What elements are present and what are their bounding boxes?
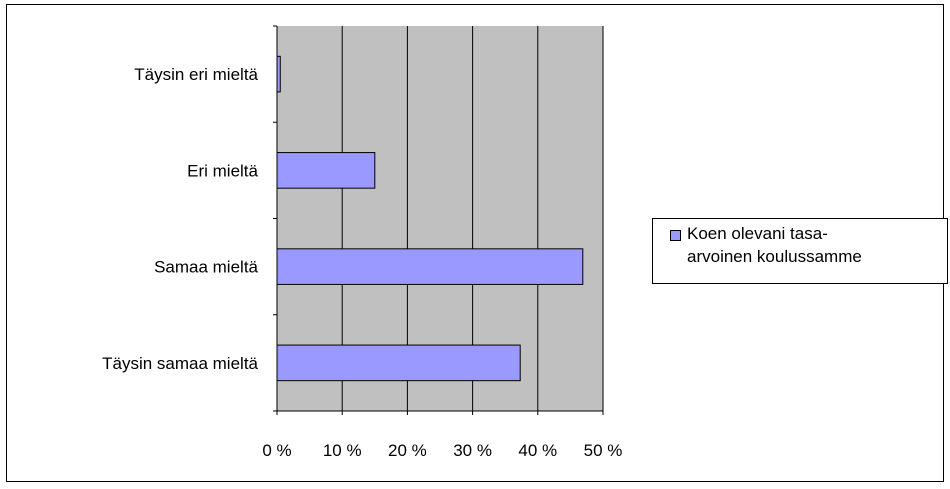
x-tick-label: 30 % [453, 441, 492, 460]
category-labels: Täysin eri mieltä Eri mieltä Samaa mieltä T… [102, 65, 258, 373]
bar [277, 153, 375, 189]
category-label: Samaa mieltä [154, 258, 258, 277]
bar [277, 249, 583, 285]
category-label: Täysin samaa mieltä [102, 354, 258, 373]
x-tick-labels: 0 % 10 % 20 % 30 % 40 % 50 % [262, 441, 622, 460]
x-tick-label: 20 % [388, 441, 427, 460]
legend-swatch [670, 230, 681, 241]
legend-line-1: Koen olevani tasa- [687, 222, 947, 245]
legend-line-2: arvoinen koulussamme [687, 245, 947, 268]
x-tick-label: 50 % [584, 441, 623, 460]
category-label: Eri mieltä [187, 161, 258, 180]
category-label: Täysin eri mieltä [134, 65, 258, 84]
bar [277, 345, 520, 381]
x-tick-label: 40 % [518, 441, 557, 460]
legend: Koen olevani tasa- arvoinen koulussamme [652, 218, 948, 284]
x-tick-label: 10 % [323, 441, 362, 460]
legend-label: Koen olevani tasa- arvoinen koulussamme [687, 222, 947, 268]
x-tick-label: 0 % [262, 441, 291, 460]
